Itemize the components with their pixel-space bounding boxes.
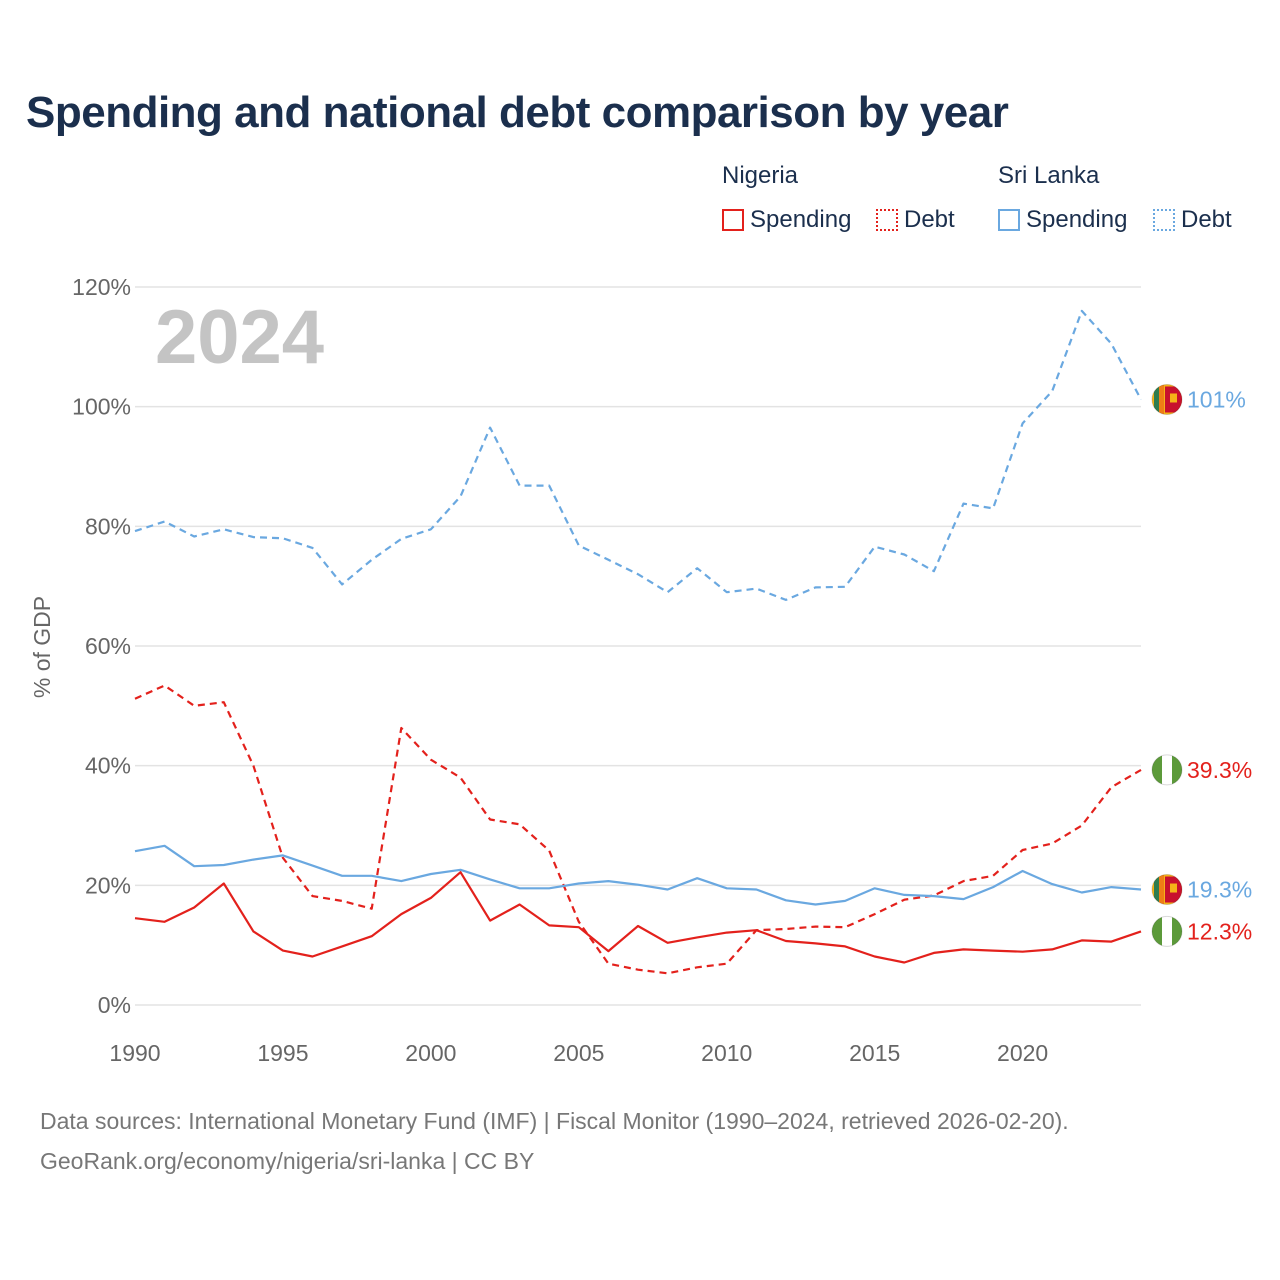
legend-item-sri-lanka-spending[interactable]: Spending — [998, 204, 1127, 236]
grid-lines — [135, 286, 1141, 1006]
x-tick-label: 2020 — [997, 1040, 1048, 1066]
nigeria-flag-icon — [1151, 754, 1183, 786]
end-value-label-sl-spending: 19.3% — [1187, 877, 1252, 903]
legend-swatch-solid-icon — [998, 209, 1020, 231]
legend-label: Debt — [904, 206, 955, 233]
series-line-ng-debt[interactable] — [134, 684, 1142, 975]
legend-item-nigeria-debt[interactable]: Debt — [876, 204, 955, 236]
series-lines — [134, 309, 1142, 975]
y-tick-label: 0% — [98, 992, 131, 1018]
y-axis-label: % of GDP — [29, 596, 55, 698]
end-value-label-ng-debt: 39.3% — [1187, 757, 1252, 783]
legend-group-sri-lanka: Sri Lanka — [998, 162, 1100, 189]
x-tick-label: 1990 — [109, 1040, 160, 1066]
y-tick-label: 80% — [85, 513, 131, 539]
end-labels: 101% 39.3% 19.3% 12.3% — [1151, 383, 1252, 947]
x-tick-label: 2000 — [405, 1040, 456, 1066]
legend-swatch-solid-icon — [722, 209, 744, 231]
legend-label: Spending — [1026, 206, 1128, 233]
y-tick-label: 20% — [85, 872, 131, 898]
nigeria-flag-icon — [1151, 915, 1183, 947]
legend-swatch-dotted-icon — [1153, 209, 1175, 231]
sri-lanka-flag-icon — [1151, 874, 1183, 906]
legend-group-nigeria: Nigeria — [722, 162, 799, 189]
footer-sources: Data sources: International Monetary Fun… — [40, 1108, 1069, 1134]
y-tick-label: 120% — [72, 274, 131, 300]
y-tick-label: 60% — [85, 633, 131, 659]
x-axis-ticks: 1990 1995 2000 2005 2010 2015 2020 — [109, 1040, 1048, 1066]
y-tick-label: 40% — [85, 753, 131, 779]
end-value-label-sl-debt: 101% — [1187, 386, 1246, 412]
x-tick-label: 1995 — [257, 1040, 308, 1066]
x-tick-label: 2005 — [553, 1040, 604, 1066]
end-value-label-ng-spending: 12.3% — [1187, 918, 1252, 944]
series-line-ng-spending[interactable] — [134, 871, 1142, 964]
legend-item-nigeria-spending[interactable]: Spending — [722, 204, 851, 236]
x-tick-label: 2010 — [701, 1040, 752, 1066]
legend-item-sri-lanka-debt[interactable]: Debt — [1153, 204, 1232, 236]
series-line-sl-spending[interactable] — [134, 844, 1142, 906]
x-tick-label: 2015 — [849, 1040, 900, 1066]
year-badge: 2024 — [155, 295, 324, 380]
legend-swatch-dotted-icon — [876, 209, 898, 231]
y-axis-ticks: 0% 20% 40% 60% 80% 100% 120% — [72, 274, 131, 1018]
y-tick-label: 100% — [72, 394, 131, 420]
footer-attribution[interactable]: GeoRank.org/economy/nigeria/sri-lanka | … — [40, 1148, 535, 1174]
series-line-sl-debt[interactable] — [134, 309, 1142, 602]
legend-label: Debt — [1181, 206, 1232, 233]
chart-title: Spending and national debt comparison by… — [26, 88, 1009, 137]
sri-lanka-flag-icon — [1151, 383, 1183, 415]
legend-label: Spending — [750, 206, 852, 233]
